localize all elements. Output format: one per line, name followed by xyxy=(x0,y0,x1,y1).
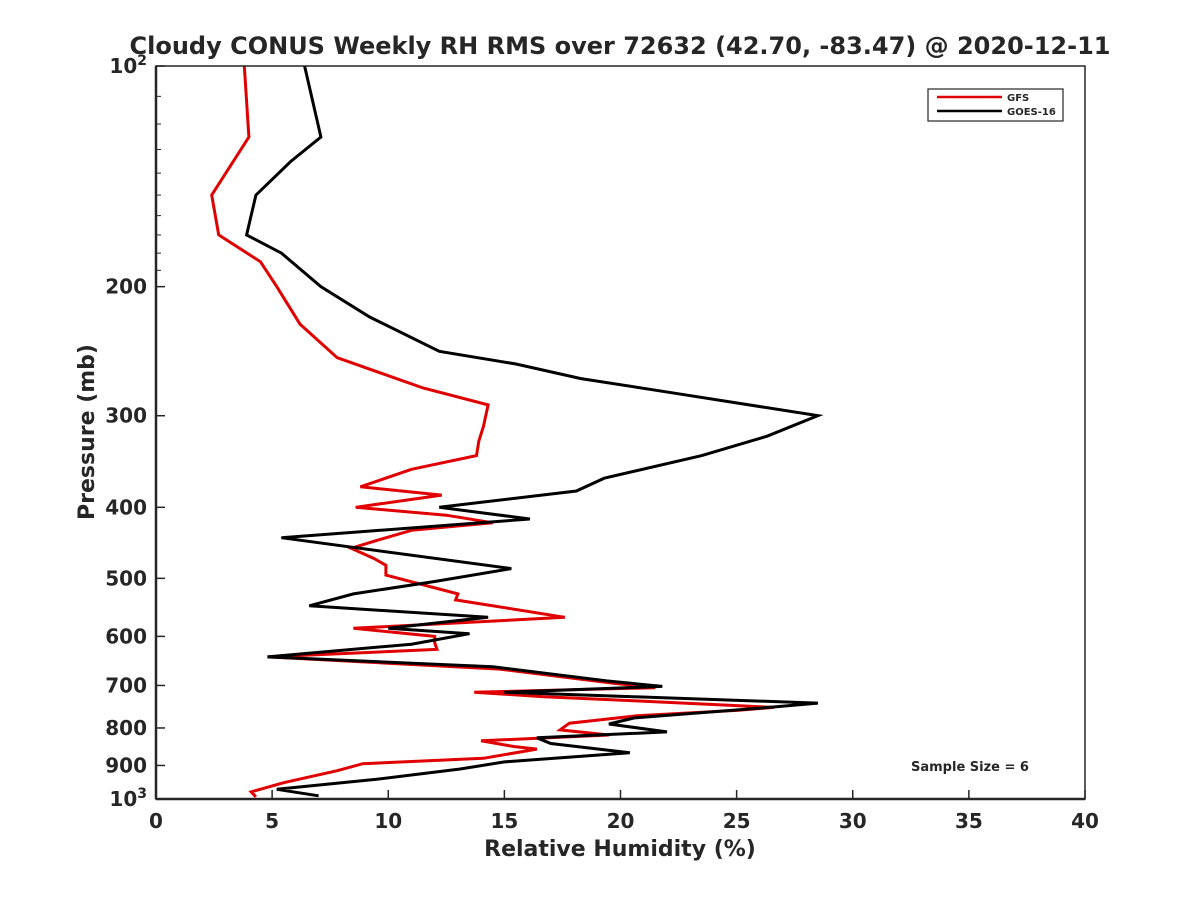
x-axis-ticks: 0 5 10 15 20 25 30 35 40 xyxy=(149,790,1099,833)
y-tick-label: 300 xyxy=(105,404,147,428)
y-tick-label: 700 xyxy=(105,673,147,697)
x-tick-label: 40 xyxy=(1071,809,1099,833)
x-axis-title: Relative Humidity (%) xyxy=(484,837,756,862)
x-tick-label: 25 xyxy=(723,809,751,833)
legend-box xyxy=(927,88,1064,122)
y-tick-label: 400 xyxy=(105,495,147,519)
y-tick-label: 600 xyxy=(105,624,147,648)
y-tick-label: 500 xyxy=(105,566,147,590)
chart-title: Cloudy CONUS Weekly RH RMS over 72632 (4… xyxy=(130,32,1111,60)
series-layer xyxy=(210,65,824,798)
y-tick-label: 200 xyxy=(105,275,147,299)
legend-label-gfs: GFS xyxy=(1007,93,1029,104)
legend: GFS GOES-16 xyxy=(927,88,1064,122)
x-tick-label: 10 xyxy=(374,809,402,833)
x-tick-label: 15 xyxy=(490,809,518,833)
y-tick-label: 800 xyxy=(105,716,147,740)
series-line-goes16 xyxy=(244,65,824,798)
x-tick-label: 20 xyxy=(607,809,635,833)
y-tick-label: 900 xyxy=(105,753,147,777)
sample-size-annotation: Sample Size = 6 xyxy=(911,760,1029,775)
x-tick-label: 30 xyxy=(839,809,867,833)
y-axis-title: Pressure (mb) xyxy=(75,344,100,520)
y-tick-label: 102 xyxy=(109,53,147,78)
x-tick-label: 5 xyxy=(265,809,279,833)
series-line-gfs xyxy=(210,65,774,798)
x-tick-label: 0 xyxy=(149,809,163,833)
x-tick-label: 35 xyxy=(955,809,983,833)
legend-label-goes16: GOES-16 xyxy=(1007,107,1056,118)
y-tick-label: 103 xyxy=(109,786,147,811)
y-axis-ticks: 102 200 300 400 500 600 700 800 900 103 xyxy=(105,53,165,811)
